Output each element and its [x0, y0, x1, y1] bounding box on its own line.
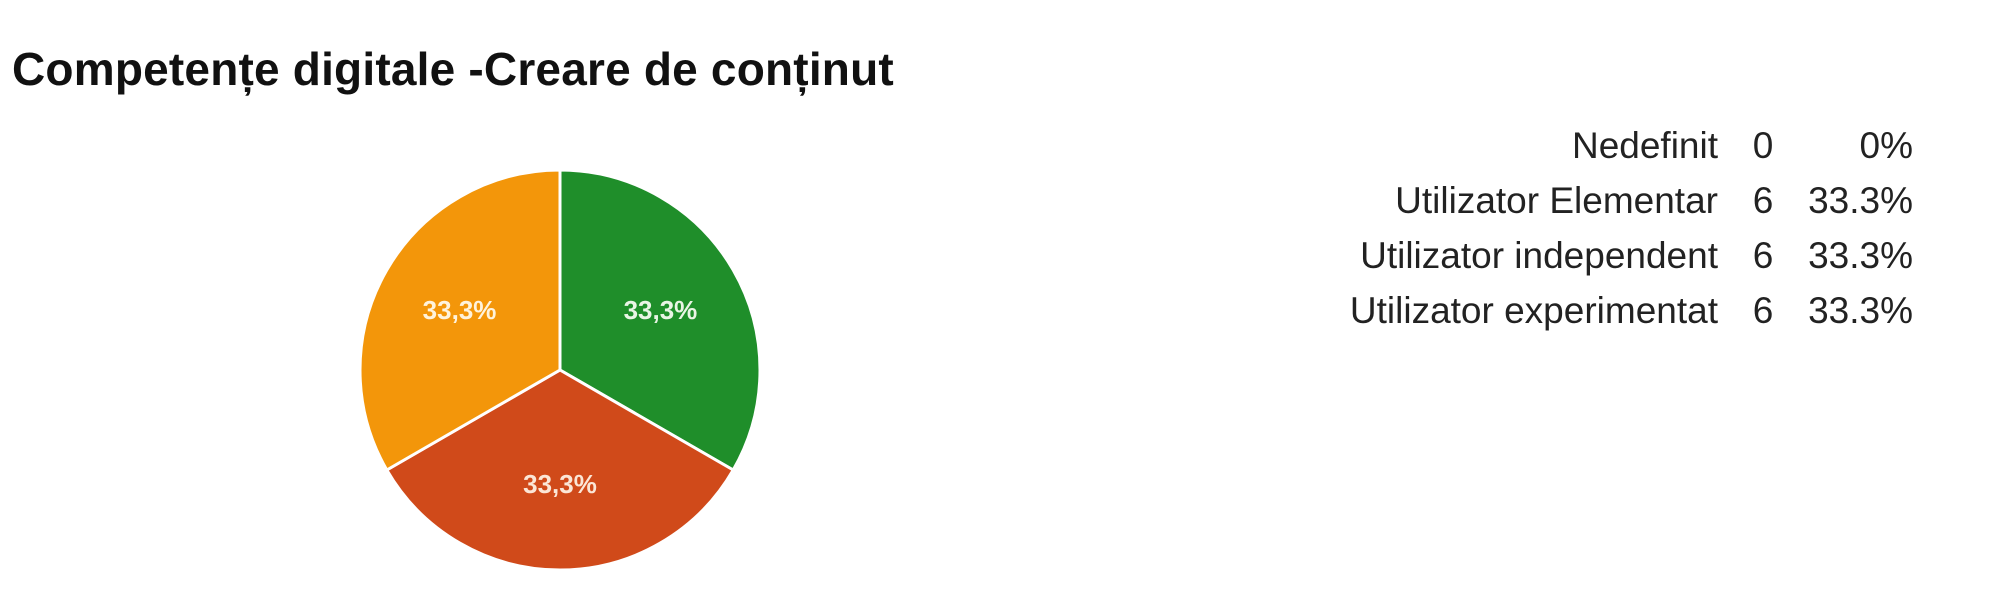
summary-category-label: Utilizator Elementar [1395, 179, 1718, 221]
chart-title: Competențe digitale -Creare de conținut [12, 43, 894, 95]
summary-count: 0 [1752, 124, 1774, 166]
summary-category-label: Nedefinit [1571, 124, 1718, 166]
pie-slice-label: 33,3% [523, 469, 597, 499]
summary-count: 6 [1752, 234, 1774, 276]
summary-percent: 33.3% [1808, 289, 1913, 331]
summary-row: Utilizator Elementar 6 33.3% [1270, 173, 1913, 228]
summary-table-body: Nedefinit 0 0% Utilizator Elementar 6 33.3% Ut… [1270, 118, 1913, 338]
summary-row: Utilizator independent 6 33.3% [1270, 228, 1913, 283]
pie-slice-label: 33,3% [624, 295, 698, 325]
summary-percent: 33.3% [1808, 234, 1913, 276]
summary-category-label: Utilizator independent [1360, 234, 1718, 276]
pie-slice-label: 33,3% [423, 295, 497, 325]
pie-slice-utilizator-experimentat [358, 168, 562, 473]
summary-table: Nedefinit 0 0% Utilizator Elementar 6 33.3% Ut… [1270, 118, 1913, 338]
summary-percent: 0% [1859, 124, 1913, 166]
summary-row: Utilizator experimentat 6 33.3% [1270, 283, 1913, 338]
pie-chart: 33,3% 33,3% 33,3% [340, 150, 780, 590]
pie-chart-svg: 33,3% 33,3% 33,3% [358, 168, 762, 572]
pie-slice-utilizator-elementar [558, 168, 762, 473]
summary-row: Nedefinit 0 0% [1270, 118, 1913, 173]
summary-count: 6 [1752, 289, 1774, 331]
summary-percent: 33.3% [1808, 179, 1913, 221]
summary-category-label: Utilizator experimentat [1349, 289, 1718, 331]
summary-count: 6 [1752, 179, 1774, 221]
